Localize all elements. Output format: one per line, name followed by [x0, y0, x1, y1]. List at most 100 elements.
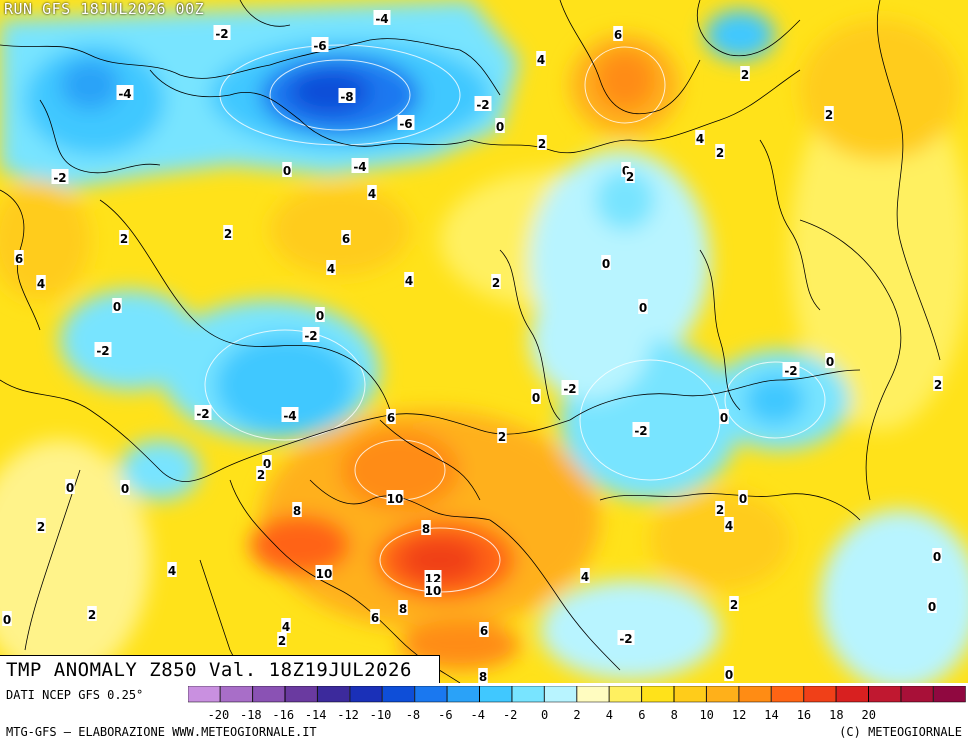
value-label-bg [386, 409, 396, 424]
legend-swatch [706, 686, 739, 703]
legend-tick-label: 2 [573, 708, 580, 722]
value-label: 4 [282, 620, 290, 634]
value-label-bg [326, 260, 336, 275]
credit-left: MTG-GFS – ELABORAZIONE WWW.METEOGIORNALE… [6, 725, 317, 739]
value-label: -2 [634, 424, 647, 438]
value-label-bg [580, 568, 590, 583]
value-label-bg [119, 230, 129, 245]
value-label-bg [536, 51, 546, 66]
map-title: TMP ANOMALY Z850 Val. 18Z19JUL2026 [0, 655, 440, 683]
value-label-bg [315, 565, 333, 580]
legend-swatch [674, 686, 707, 703]
value-label: 2 [934, 378, 942, 392]
value-label: 2 [741, 68, 749, 82]
legend-swatch [285, 686, 318, 703]
value-label-bg [386, 490, 404, 505]
value-label-bg [933, 376, 943, 391]
value-label: 4 [581, 570, 589, 584]
legend-swatch [317, 686, 350, 703]
legend-tick-label: 4 [606, 708, 613, 722]
legend-swatch [220, 686, 253, 703]
value-label-bg [262, 455, 272, 470]
value-label: 4 [537, 53, 545, 67]
value-label: 10 [316, 567, 333, 581]
value-label-bg [341, 230, 351, 245]
value-label: 0 [263, 457, 271, 471]
value-label-bg [367, 185, 377, 200]
value-label: 2 [120, 232, 128, 246]
legend-tick-label: -4 [471, 708, 485, 722]
legend-tick-label: -14 [305, 708, 327, 722]
value-label-bg [213, 25, 231, 40]
value-label: 0 [826, 355, 834, 369]
value-label: 2 [37, 520, 45, 534]
value-label: 2 [257, 468, 265, 482]
legend-tick-label: -16 [272, 708, 294, 722]
value-labels: -4-2-6642-4-8-22-604220-402-242266044420… [2, 10, 943, 683]
value-label-bg [292, 502, 302, 517]
value-label-bg [256, 466, 266, 481]
value-label-bg [51, 169, 69, 184]
value-label: -2 [563, 382, 576, 396]
value-label: 0 [3, 613, 11, 627]
value-label-bg [738, 490, 748, 505]
value-label: 4 [368, 187, 376, 201]
value-label-bg [824, 106, 834, 121]
value-label: 0 [602, 257, 610, 271]
value-label: 0 [113, 300, 121, 314]
value-label-bg [421, 520, 431, 535]
value-label-bg [94, 342, 112, 357]
legend-swatch [349, 686, 383, 703]
value-label: 2 [498, 430, 506, 444]
value-label: 4 [37, 277, 45, 291]
value-label-bg [302, 327, 320, 342]
map-area: -4-2-6642-4-8-22-604220-402-242266044420… [0, 0, 968, 683]
value-label-bg [782, 362, 800, 377]
value-label-bg [194, 405, 212, 420]
value-label-bg [424, 570, 442, 585]
value-label-bg [277, 632, 287, 647]
value-label: 2 [825, 108, 833, 122]
value-label-bg [373, 10, 391, 25]
value-label-bg [311, 37, 329, 52]
value-label: 6 [614, 28, 622, 42]
value-label: -4 [353, 160, 366, 174]
value-label: 0 [720, 411, 728, 425]
value-label-bg [282, 162, 292, 177]
legend-tick-label: -10 [370, 708, 392, 722]
legend-swatch [738, 686, 772, 703]
legend-swatch [188, 686, 221, 703]
legend-tick-label: 20 [862, 708, 876, 722]
legend-swatch [771, 686, 804, 703]
value-label-bg [14, 250, 24, 265]
value-label: 0 [928, 600, 936, 614]
legend-tick-label: -18 [240, 708, 262, 722]
value-label: 4 [327, 262, 335, 276]
value-label: 0 [725, 668, 733, 682]
value-label: -2 [304, 329, 317, 343]
value-label: -4 [375, 12, 388, 26]
coastlines-borders [0, 0, 941, 683]
value-label-bg [715, 144, 725, 159]
value-label: 0 [739, 492, 747, 506]
legend-swatch [479, 686, 512, 703]
legend-tick-label: -20 [208, 708, 230, 722]
value-label: 2 [224, 227, 232, 241]
value-label-bg [825, 353, 835, 368]
value-label: -2 [476, 98, 489, 112]
value-label-bg [537, 135, 547, 150]
value-label-bg [695, 130, 705, 145]
value-label: 8 [479, 670, 487, 683]
legend-tick-label: 8 [671, 708, 678, 722]
value-label: 0 [639, 301, 647, 315]
value-label-bg [478, 668, 488, 683]
legend-swatch [447, 686, 480, 703]
legend-swatch [414, 686, 448, 703]
legend-swatch [803, 686, 837, 703]
value-label-bg [397, 115, 415, 130]
legend-tick-label: 14 [764, 708, 778, 722]
legend-swatch [933, 686, 966, 703]
value-label-bg [167, 562, 177, 577]
data-source: DATI NCEP GFS 0.25° [6, 688, 144, 702]
legend-tick-label: 0 [541, 708, 548, 722]
